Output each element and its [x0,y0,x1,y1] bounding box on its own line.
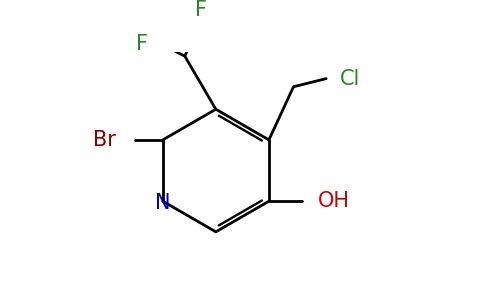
Text: F: F [136,34,148,54]
Text: Cl: Cl [340,69,361,88]
Text: Br: Br [93,130,116,150]
Text: OH: OH [318,191,350,211]
Text: F: F [195,0,207,20]
Text: N: N [155,193,170,213]
